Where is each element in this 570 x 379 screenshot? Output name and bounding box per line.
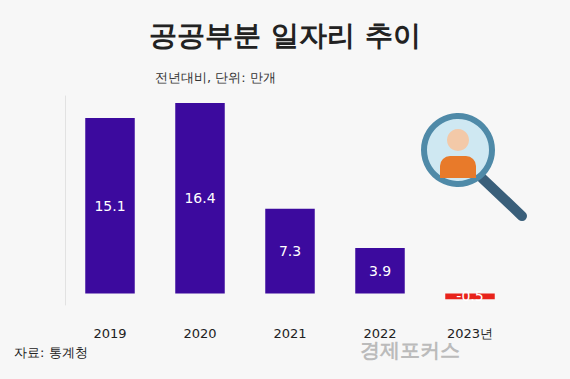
svg-text:2019: 2019 — [93, 326, 126, 341]
svg-text:2022: 2022 — [363, 326, 396, 341]
svg-text:전년대비, 단위: 만개: 전년대비, 단위: 만개 — [155, 70, 276, 85]
svg-text:3.9: 3.9 — [369, 263, 391, 279]
svg-text:경제포커스: 경제포커스 — [360, 338, 460, 362]
svg-text:16.4: 16.4 — [184, 190, 215, 206]
svg-text:2020: 2020 — [183, 326, 216, 341]
svg-text:15.1: 15.1 — [94, 198, 125, 214]
svg-text:2021: 2021 — [273, 326, 306, 341]
svg-text:자료: 통계청: 자료: 통계청 — [14, 345, 88, 360]
svg-text:공공부분 일자리 추이: 공공부분 일자리 추이 — [149, 19, 421, 52]
svg-text:-0.5: -0.5 — [456, 288, 483, 304]
svg-text:2023년: 2023년 — [447, 326, 493, 341]
svg-text:7.3: 7.3 — [279, 243, 301, 259]
